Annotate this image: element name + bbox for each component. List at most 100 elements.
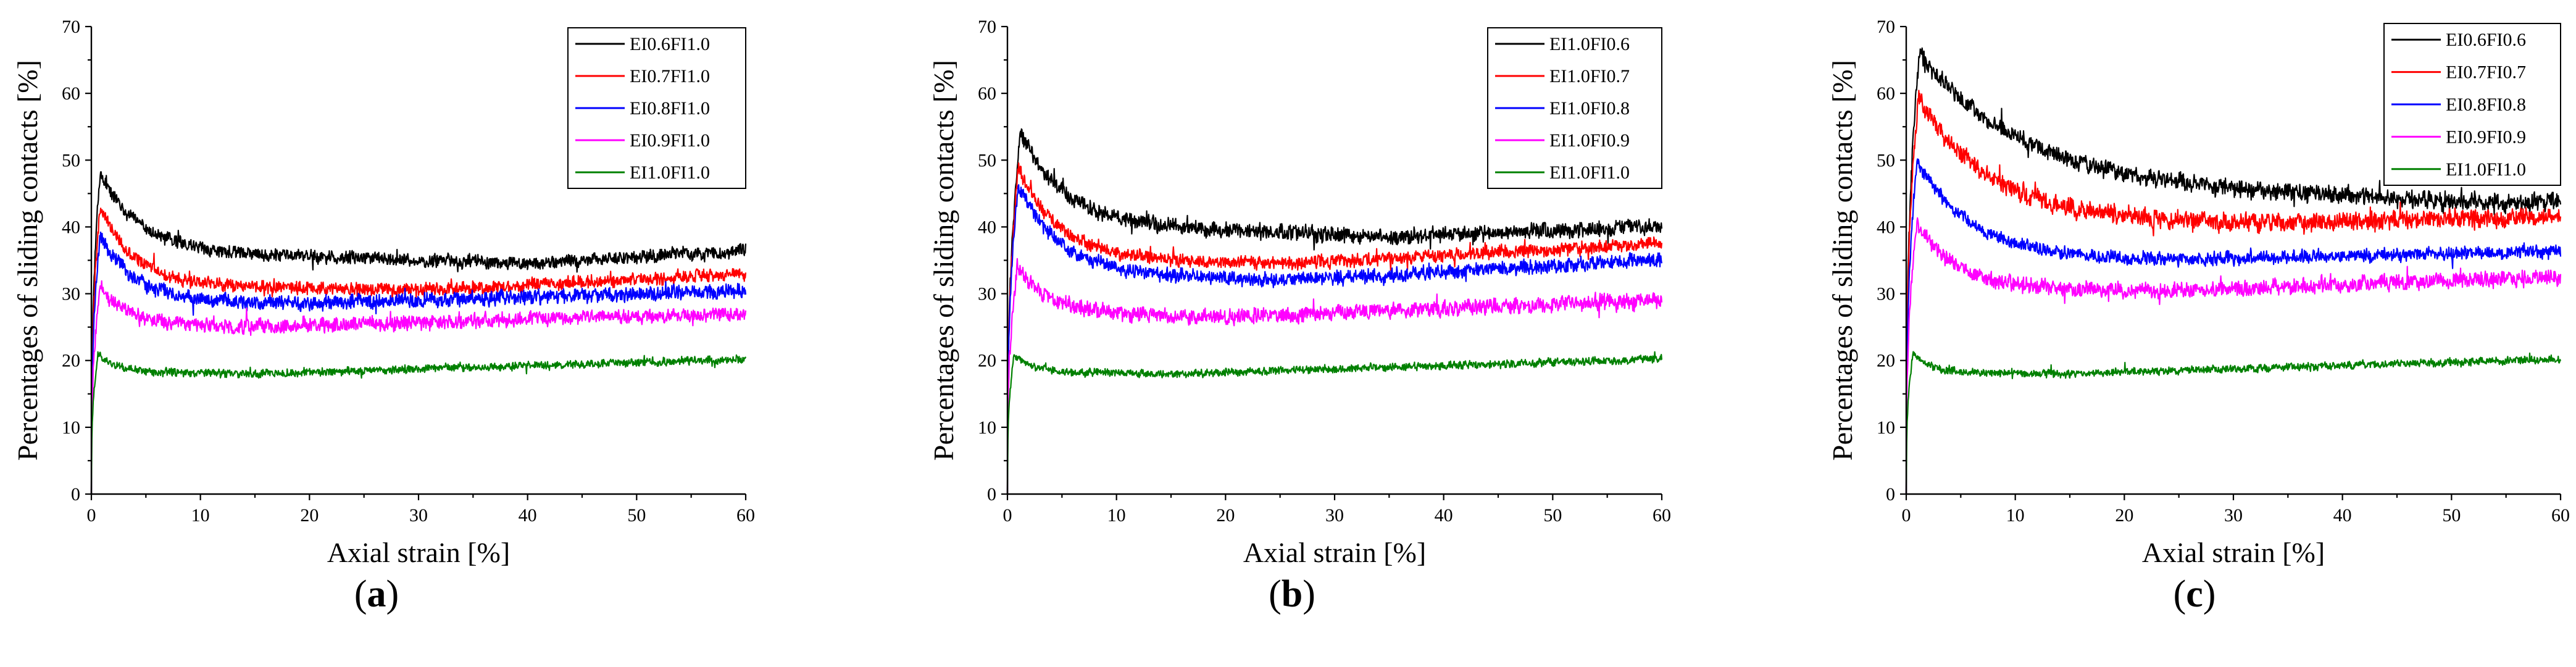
legend-label: EI0.7FI1.0 [630,66,710,86]
series-line-EI1.0FI0.8 [1006,184,1663,495]
y-tick-label: 60 [1877,83,1895,104]
y-tick-label: 40 [1877,217,1895,237]
x-tick-label: 60 [1653,505,1671,526]
series-line-EI0.7FI1.0 [90,208,747,495]
y-tick-label: 30 [978,284,996,304]
x-tick-label: 0 [1003,505,1012,526]
series-line-EI0.8FI1.0 [90,231,747,495]
legend: EI0.6FI1.0 EI0.7FI1.0 EI0.8FI1.0 EI0.9FI1.0… [567,27,746,189]
y-tick-label: 70 [978,17,996,37]
y-tick-label: 10 [62,417,80,438]
x-tick-label: 0 [1902,505,1911,526]
y-axis-title: Percentages of sliding contacts [%] [928,60,959,461]
panel-caption: (c) [2174,573,2216,615]
y-axis-title: Percentages of sliding contacts [%] [12,60,43,461]
x-axis-title: Axial strain [%] [2142,537,2325,568]
legend-label: EI1.0FI1.0 [2446,159,2526,180]
x-tick-label: 30 [2224,505,2243,526]
legend-label: EI0.8FI1.0 [630,98,710,119]
legend: EI1.0FI0.6 EI1.0FI0.7 EI1.0FI0.8 EI1.0FI0.9… [1487,27,1662,189]
y-tick-label: 50 [1877,150,1895,170]
series-group [1905,47,2562,495]
chart-panel-c: 0 10 20 30 40 50 60 0 10 20 30 40 50 60 70 Axial strain… [1827,17,2570,615]
caption-close: ) [2203,573,2216,615]
y-tick-label: 20 [1877,351,1895,371]
legend-label: EI1.0FI0.6 [1549,34,1630,54]
x-tick-label: 30 [409,505,428,526]
y-tick-label: 20 [62,351,80,371]
caption-close: ) [386,573,399,615]
legend-label: EI1.0FI1.0 [1549,162,1630,183]
caption-open: ( [1269,573,1282,615]
x-tick-label: 10 [191,505,210,526]
x-tick-label: 20 [1216,505,1235,526]
caption-open: ( [2174,573,2186,615]
legend: EI0.6FI0.6 EI0.7FI0.7 EI0.8FI0.8 EI0.9FI0.9… [2383,23,2561,186]
series-line-EI0.7FI0.7 [1905,90,2562,495]
legend-label: EI0.8FI0.8 [2446,94,2526,115]
y-tick-label: 30 [62,284,80,304]
series-line-EI0.8FI0.8 [1905,158,2562,495]
x-axis-title: Axial strain [%] [327,537,510,568]
legend-label: EI0.6FI1.0 [630,34,710,54]
y-tick-label: 50 [62,150,80,170]
x-tick-label: 40 [1435,505,1453,526]
x-tick-label: 50 [2442,505,2461,526]
y-tick-label: 70 [1877,17,1895,37]
caption-letter: b [1282,573,1303,615]
x-tick-label: 10 [1107,505,1126,526]
series-line-EI0.9FI0.9 [1905,217,2562,495]
caption-letter: c [2186,573,2203,615]
x-tick-label: 60 [2551,505,2570,526]
caption-letter: a [367,573,386,615]
y-axis-title: Percentages of sliding contacts [%] [1827,60,1858,461]
chart-panel-a: 0 10 20 30 40 50 60 0 10 20 30 40 50 60 70 Axial strain… [12,17,755,615]
legend-label: EI0.6FI0.6 [2446,30,2526,50]
x-axis-title: Axial strain [%] [1243,537,1426,568]
series-line-EI0.6FI1.0 [90,171,747,495]
caption-open: ( [354,573,367,615]
y-tick-label: 70 [62,17,80,37]
legend-label: EI0.9FI1.0 [630,130,710,151]
series-line-EI1.0FI0.6 [1006,128,1663,495]
y-tick-label: 0 [1886,484,1895,505]
y-tick-label: 60 [62,83,80,104]
x-tick-label: 40 [519,505,537,526]
legend-label: EI0.9FI0.9 [2446,127,2526,147]
x-tick-label: 40 [2333,505,2352,526]
chart-panel-b: 0 10 20 30 40 50 60 0 10 20 30 40 50 60 70 Axial strain… [928,17,1671,615]
legend-label: EI0.7FI0.7 [2446,62,2526,83]
x-tick-label: 50 [627,505,646,526]
legend-label: EI1.0FI0.7 [1549,66,1630,86]
legend-label: EI1.0FI1.0 [630,162,710,183]
legend-label: EI1.0FI0.9 [1549,130,1630,151]
series-line-EI1.0FI0.9 [1006,258,1663,495]
y-tick-label: 40 [62,217,80,237]
x-tick-label: 60 [736,505,755,526]
panel-caption: (a) [354,573,399,615]
series-line-EI1.0FI1.0 [1905,351,2562,495]
legend-label: EI1.0FI0.8 [1549,98,1630,119]
series-line-EI1.0FI1.0 [1006,351,1663,495]
series-group [90,171,747,495]
series-line-EI1.0FI1.0 [90,351,747,495]
series-line-EI0.9FI1.0 [90,280,747,495]
y-tick-label: 30 [1877,284,1895,304]
caption-close: ) [1303,573,1315,615]
x-tick-label: 20 [300,505,319,526]
y-tick-label: 10 [1877,417,1895,438]
x-tick-label: 50 [1543,505,1562,526]
y-tick-label: 50 [978,150,996,170]
y-tick-label: 0 [71,484,80,505]
y-tick-label: 0 [987,484,996,505]
y-tick-label: 10 [978,417,996,438]
series-group [1006,128,1663,495]
y-tick-label: 20 [978,351,996,371]
panel-caption: (b) [1269,573,1315,615]
series-line-EI0.6FI0.6 [1905,47,2562,495]
y-tick-label: 60 [978,83,996,104]
x-tick-label: 0 [87,505,96,526]
series-line-EI1.0FI0.7 [1006,162,1663,495]
